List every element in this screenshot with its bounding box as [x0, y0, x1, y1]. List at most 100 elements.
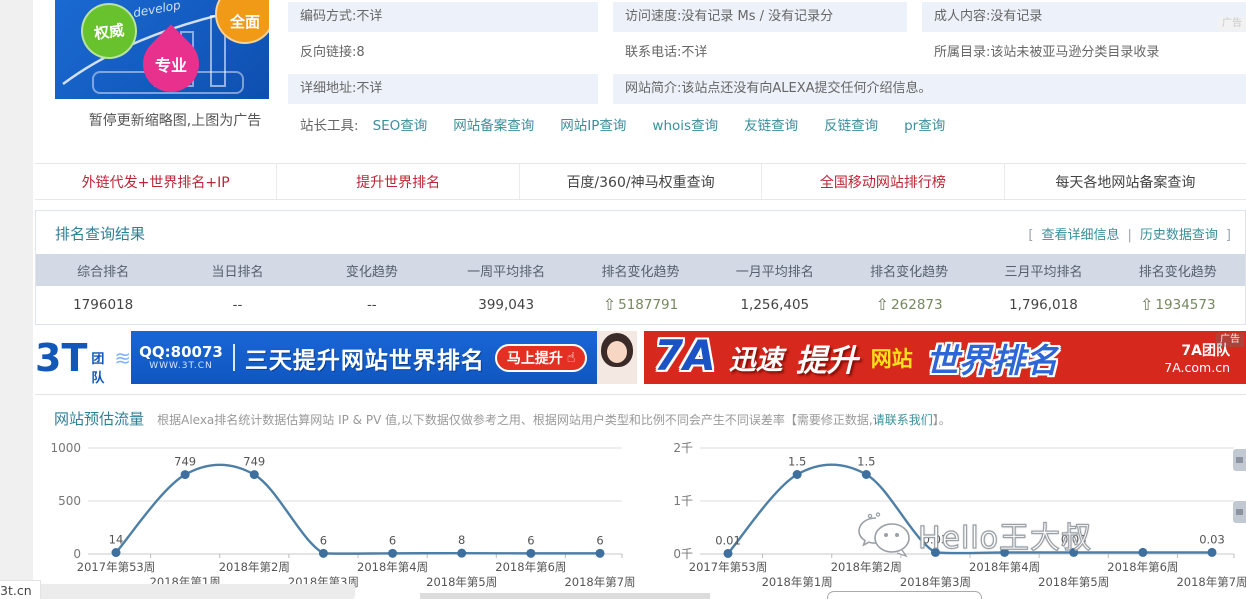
tab-2[interactable]: 百度/360/神马权重查询 — [520, 164, 763, 199]
info-row: 详细地址:不详 网站简介:该站点还没有向ALEXA提交任何介绍信息。 — [288, 74, 1246, 104]
info-cell: 详细地址:不详 — [288, 74, 598, 104]
status-url: 3t.cn — [0, 580, 41, 599]
data-point — [457, 548, 467, 558]
ad-label-7a: 广告 — [1216, 333, 1244, 347]
point-label: 749 — [243, 455, 265, 469]
point-label: 14 — [109, 533, 124, 547]
link-separator: | — [1127, 228, 1132, 243]
col-header: 排名变化趋势 — [601, 264, 680, 280]
contact-us-link[interactable]: 请联系我们 — [872, 413, 933, 427]
side-widget-bottom[interactable] — [1233, 501, 1246, 523]
x-axis-label: 2018年第3周 — [900, 575, 971, 589]
col-header: 三月平均排名 — [1004, 264, 1083, 280]
rank-cell: 1,796,018 — [976, 286, 1110, 324]
data-point — [111, 548, 121, 558]
info-cell: 成人内容:没有记录 — [922, 2, 1246, 32]
ranking-links: [查看详细信息 | 历史数据查询] — [1028, 224, 1231, 243]
point-label: 0.01 — [715, 533, 741, 547]
team-url: 7A.com.cn — [1164, 360, 1230, 375]
tool-link[interactable]: whois查询 — [652, 118, 719, 134]
logo-7a: 7A — [654, 331, 716, 380]
tool-link[interactable]: SEO查询 — [372, 118, 428, 134]
y-tick-label: 0千 — [673, 547, 693, 561]
col-header: 一周平均排名 — [467, 264, 546, 280]
x-axis-label: 2018年第7周 — [564, 575, 635, 589]
data-point — [388, 548, 398, 558]
point-label: 1.5 — [788, 455, 806, 469]
tool-link[interactable]: 反链查询 — [824, 118, 879, 134]
data-point — [1207, 547, 1217, 557]
rank-cell: ⇧ 262873 — [842, 286, 976, 324]
ad-label-tabrow: 广告 — [1218, 17, 1246, 31]
tool-link[interactable]: 网站IP查询 — [560, 118, 627, 134]
cta-button[interactable]: 马上提升 ☝ — [494, 343, 588, 372]
webmaster-tools-row: 站长工具: SEO查询 网站备案查询 网站IP查询 whois查询 友链查询 反链查询 pr查… — [300, 112, 971, 140]
history-data-link[interactable]: 历史数据查询 — [1139, 228, 1218, 243]
rank-cell: 1796018 — [36, 286, 170, 324]
point-label: 6 — [389, 533, 396, 547]
up-arrow-icon: ⇧ — [1140, 295, 1154, 314]
thumbnail-caption: 暂停更新缩略图,上图为广告 — [88, 113, 262, 129]
col-header: 当日排名 — [211, 264, 264, 280]
banner-7a-word1: 迅速 — [728, 345, 783, 376]
point-label: 749 — [174, 455, 196, 469]
ad-thumbnail[interactable]: develop 权威 全面 专业 — [55, 0, 269, 99]
team-name: 7A团队 — [1181, 343, 1230, 359]
banner-3t-logo-area: 3T 团队 ≋ — [35, 331, 132, 384]
data-point — [792, 470, 802, 479]
up-arrow-icon: ⇧ — [602, 295, 617, 314]
squiggle-icon: ≋ — [114, 345, 132, 370]
weekly-pv-chart: 0千 1千 2千 0.01 1.5 1.5 0.03 0.03 0.03 2017年第53周 201… — [648, 436, 1246, 599]
rank-value: 262873 — [891, 297, 943, 313]
page-left-gutter — [0, 0, 33, 599]
weekly-ip-chart: 0 500 1000 14 749 749 6 6 8 6 6 2017年第53周 2018年第1周 20… — [36, 436, 636, 599]
bracket-open: [ — [1028, 228, 1034, 243]
detail-info-link[interactable]: 查看详细信息 — [1041, 228, 1120, 243]
qq-number: QQ:80073 — [139, 343, 223, 361]
rank-cell: 399,043 — [439, 286, 573, 324]
up-arrow-icon: ⇧ — [875, 295, 890, 314]
x-axis-label: 2017年第53周 — [77, 560, 155, 574]
point-label: 6 — [596, 533, 603, 547]
info-row: 反向链接:8 联系电话:不详 所属目录:该站未被亚马逊分类目录收录 — [288, 38, 1246, 68]
info-cell: 联系电话:不详 — [625, 45, 708, 60]
traffic-section-header: 网站预估流量 根据Alexa排名统计数据估算网站 IP & PV 值,以下数据仅… — [35, 394, 1246, 429]
point-label: 6 — [527, 533, 534, 547]
badge-comprehensive: 全面 — [215, 0, 269, 44]
rank-cell: ⇧ 5187791 — [573, 286, 707, 324]
data-point — [1000, 547, 1010, 557]
tab-3[interactable]: 全国移动网站排行榜 — [762, 164, 1005, 199]
data-point — [249, 470, 259, 480]
pointer-icon: ☝ — [566, 349, 576, 366]
tool-link[interactable]: pr查询 — [904, 118, 946, 134]
scrollbar-band[interactable] — [33, 584, 355, 599]
banner-7a-team[interactable]: 广告 7A 迅速 提升 网站 世界排名 7A团队 7A.com.cn — [644, 331, 1246, 384]
ranking-table: 综合排名 当日排名 变化趋势 一周平均排名 排名变化趋势 一月平均排名 排名变化趋势 三月平均… — [36, 254, 1245, 324]
tab-0[interactable]: 外链代发+世界排名+IP — [35, 164, 278, 199]
data-point — [1069, 547, 1079, 557]
x-axis-label: 2018年第6周 — [495, 560, 566, 574]
tab-1[interactable]: 提升世界排名 — [277, 164, 520, 199]
x-axis-label: 2018年第1周 — [762, 575, 833, 589]
rank-value: -- — [366, 297, 377, 313]
banner-7a-word4: 世界排名 — [925, 340, 1058, 380]
tab-4[interactable]: 每天各地网站备案查询 — [1055, 174, 1196, 191]
banner-3t-team[interactable]: 广告 3T 团队 ≋ QQ:80073 WWW.3T.CN 三天提升网站世界排名… — [35, 331, 637, 384]
tool-link[interactable]: 友链查询 — [744, 118, 799, 134]
rank-cell: -- — [170, 286, 304, 324]
rank-value: 1796018 — [73, 297, 134, 313]
info-row: 编码方式:不详 访问速度:没有记录 Ms / 没有记录分 成人内容:没有记录 — [288, 2, 1246, 32]
scrollbar-thumb[interactable] — [420, 593, 710, 599]
info-cell: 网站简介:该站点还没有向ALEXA提交任何介绍信息。 — [613, 74, 1246, 104]
x-axis-label: 2018年第4周 — [357, 560, 428, 574]
x-axis-label: 2018年第5周 — [426, 575, 497, 589]
side-widget-top[interactable] — [1233, 449, 1246, 471]
info-cell: 访问速度:没有记录 Ms / 没有记录分 — [613, 2, 907, 32]
promo-tab-row: 外链代发+世界排名+IP 提升世界排名 百度/360/神马权重查询 全国移动网站排行榜… — [35, 163, 1246, 200]
data-point — [526, 548, 536, 558]
x-axis-label: 2018年第4周 — [969, 560, 1040, 574]
data-point — [318, 548, 328, 558]
tool-link[interactable]: 网站备案查询 — [453, 118, 535, 134]
